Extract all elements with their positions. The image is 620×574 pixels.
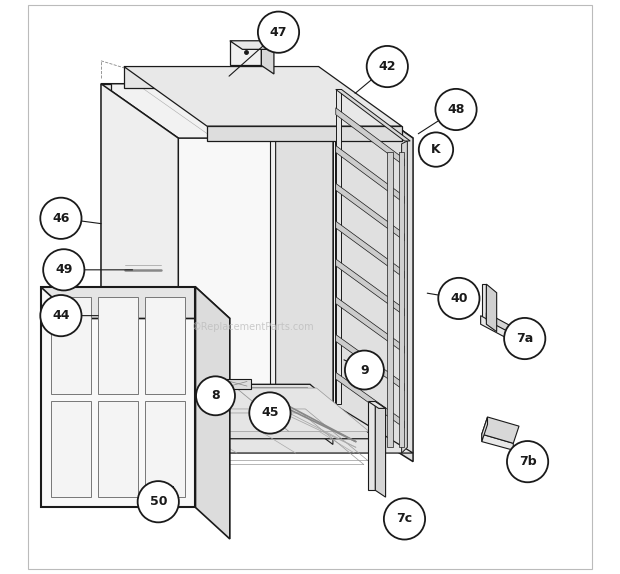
Circle shape	[507, 441, 548, 482]
Polygon shape	[480, 316, 516, 343]
Polygon shape	[236, 388, 370, 432]
Polygon shape	[226, 379, 251, 389]
Text: 44: 44	[52, 309, 69, 322]
Text: 49: 49	[55, 263, 73, 276]
Polygon shape	[276, 87, 333, 444]
Polygon shape	[98, 297, 138, 394]
Polygon shape	[402, 141, 407, 453]
Polygon shape	[486, 313, 516, 336]
Polygon shape	[388, 153, 393, 447]
Text: 46: 46	[52, 212, 69, 225]
Polygon shape	[145, 297, 185, 394]
Polygon shape	[156, 388, 289, 432]
Text: 45: 45	[261, 406, 278, 420]
Polygon shape	[51, 401, 91, 497]
Circle shape	[435, 89, 477, 130]
Polygon shape	[98, 401, 138, 497]
Circle shape	[43, 249, 84, 290]
Circle shape	[504, 318, 546, 359]
Text: 42: 42	[379, 60, 396, 73]
Polygon shape	[482, 417, 519, 443]
Polygon shape	[145, 401, 185, 497]
Circle shape	[366, 46, 408, 87]
Polygon shape	[399, 153, 404, 447]
Polygon shape	[368, 402, 375, 490]
Polygon shape	[482, 417, 487, 441]
Circle shape	[138, 481, 179, 522]
Text: 47: 47	[270, 26, 287, 38]
Text: ©ReplacementParts.com: ©ReplacementParts.com	[192, 322, 314, 332]
Polygon shape	[270, 87, 276, 402]
Polygon shape	[101, 84, 179, 461]
Circle shape	[384, 498, 425, 540]
Text: 7b: 7b	[519, 455, 536, 468]
Polygon shape	[486, 284, 497, 332]
Polygon shape	[41, 287, 230, 319]
Text: 7a: 7a	[516, 332, 533, 345]
Text: 7c: 7c	[396, 513, 412, 525]
Text: K: K	[431, 143, 441, 156]
Circle shape	[40, 197, 81, 239]
Polygon shape	[375, 402, 386, 497]
Polygon shape	[336, 183, 404, 241]
Circle shape	[418, 133, 453, 167]
Polygon shape	[336, 335, 404, 391]
Polygon shape	[336, 297, 404, 353]
Text: 50: 50	[149, 495, 167, 508]
Circle shape	[438, 278, 479, 319]
Polygon shape	[112, 87, 333, 410]
Polygon shape	[336, 90, 410, 141]
Polygon shape	[101, 405, 413, 453]
Polygon shape	[336, 221, 404, 278]
Circle shape	[345, 351, 384, 390]
Polygon shape	[368, 402, 386, 408]
Polygon shape	[101, 84, 413, 138]
Polygon shape	[336, 259, 404, 316]
Polygon shape	[336, 84, 413, 461]
Circle shape	[196, 377, 235, 415]
Circle shape	[40, 295, 81, 336]
Polygon shape	[336, 373, 404, 428]
Polygon shape	[41, 287, 195, 507]
Polygon shape	[482, 434, 513, 450]
Polygon shape	[124, 67, 402, 126]
Polygon shape	[261, 41, 274, 74]
Polygon shape	[101, 84, 112, 413]
Text: 40: 40	[450, 292, 467, 305]
Polygon shape	[336, 108, 404, 166]
Circle shape	[258, 11, 299, 53]
Circle shape	[249, 393, 291, 433]
Polygon shape	[207, 126, 402, 141]
Polygon shape	[230, 41, 261, 65]
Text: 8: 8	[211, 389, 220, 402]
Text: 48: 48	[447, 103, 465, 116]
Polygon shape	[230, 41, 274, 49]
Polygon shape	[124, 67, 319, 88]
Polygon shape	[336, 146, 404, 203]
Polygon shape	[51, 297, 91, 394]
Polygon shape	[76, 388, 209, 432]
Polygon shape	[195, 287, 230, 539]
Polygon shape	[69, 385, 376, 439]
Polygon shape	[482, 284, 486, 324]
Polygon shape	[336, 90, 342, 405]
Polygon shape	[69, 385, 310, 405]
Text: 9: 9	[360, 363, 369, 377]
